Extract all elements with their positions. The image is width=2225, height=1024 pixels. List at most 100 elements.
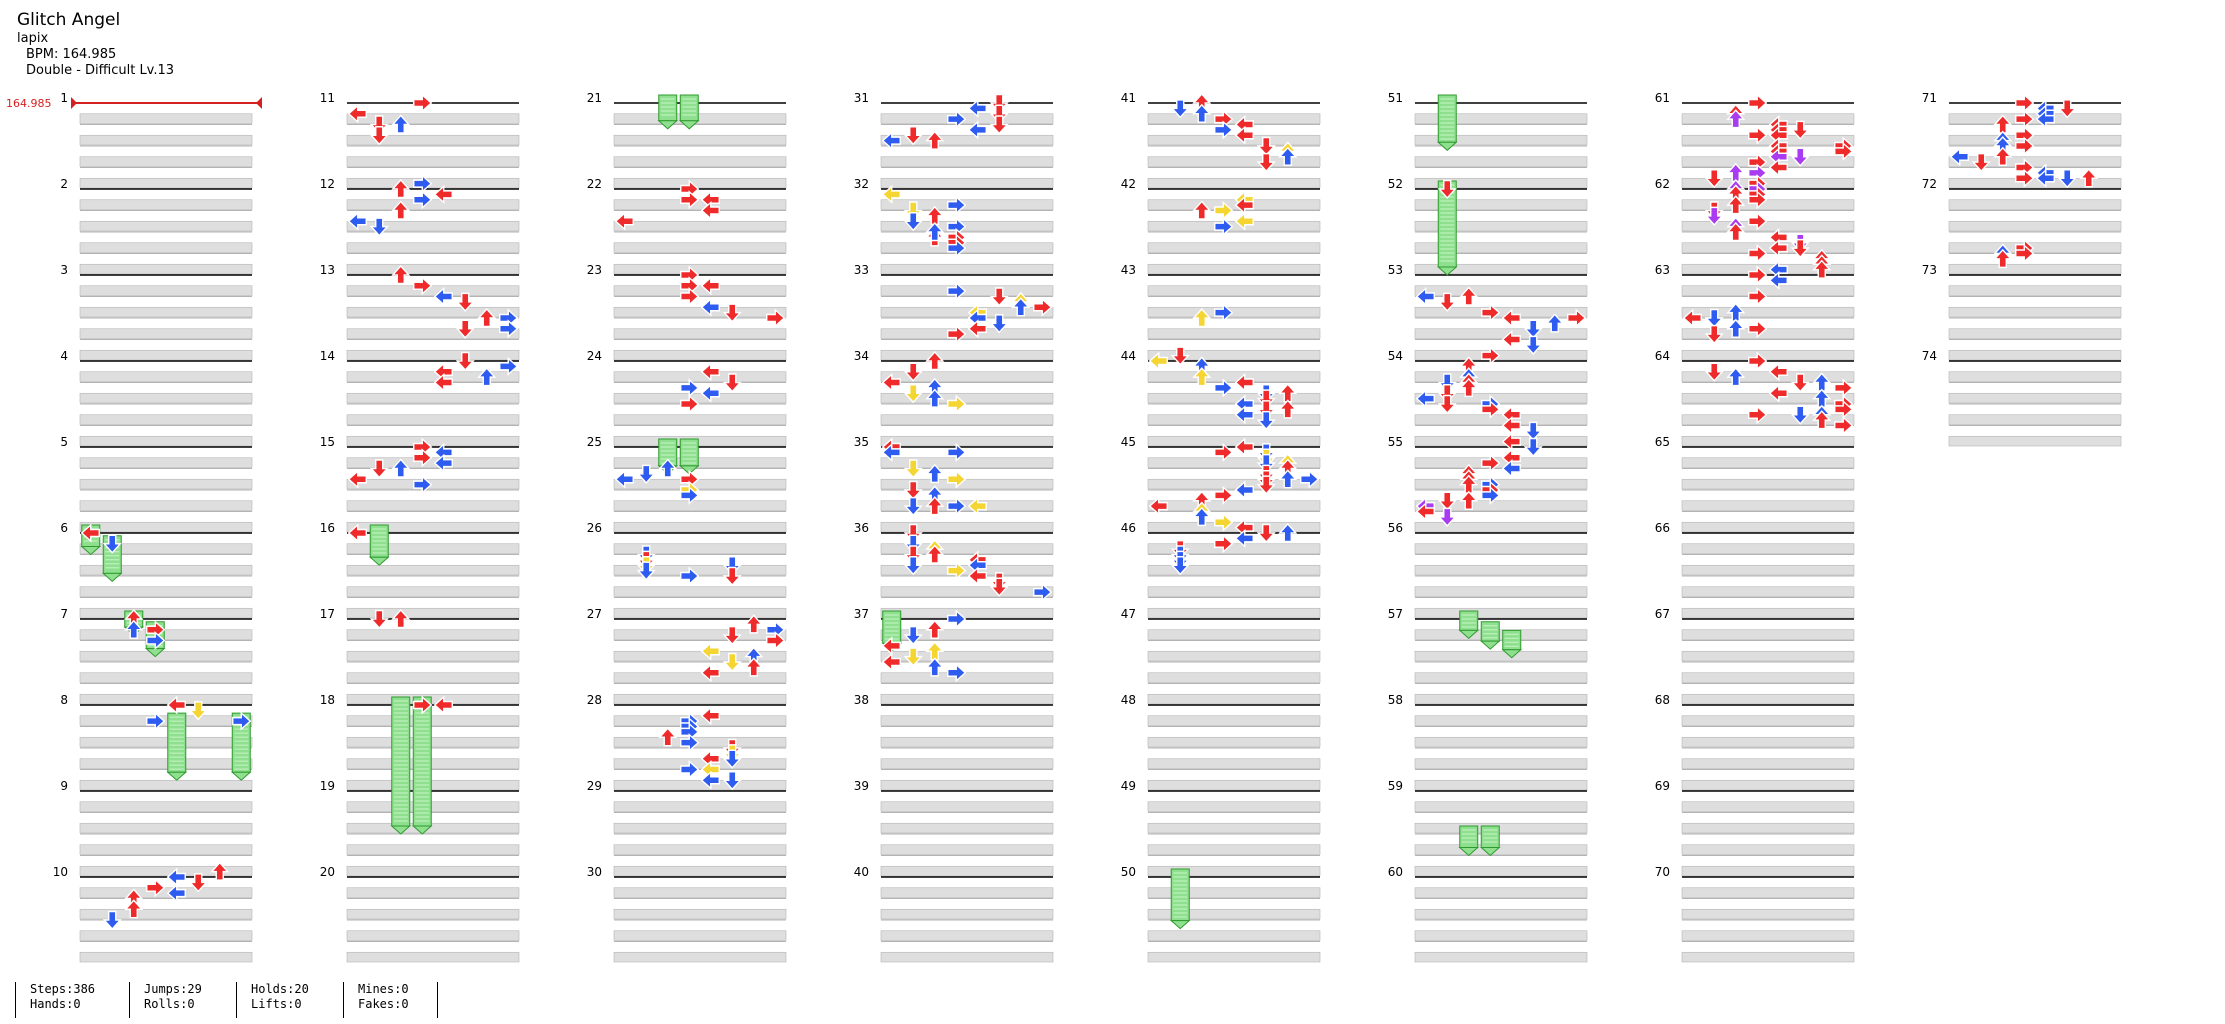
- hold-note-icon: [1436, 94, 1458, 151]
- arrow-down-icon: [369, 115, 389, 135]
- arrow-left-icon: [166, 695, 186, 715]
- arrow-down-icon: [636, 561, 656, 581]
- chart-difficulty: Double - Difficult Lv.13: [26, 63, 175, 78]
- beat-band: [1948, 392, 2122, 404]
- beat-band: [79, 199, 253, 210]
- beat-band: [613, 500, 787, 511]
- beat-band: [613, 822, 787, 834]
- beat-band: [880, 414, 1054, 425]
- arrow-down-icon: [1170, 556, 1190, 576]
- beat-band: [613, 951, 787, 963]
- beat-band: [346, 844, 520, 855]
- arrow-right-icon: [1834, 141, 1854, 161]
- arrow-down-icon: [722, 652, 742, 673]
- arrow-left-icon: [1148, 496, 1168, 516]
- arrow-right-icon: [1748, 125, 1768, 145]
- beat-band: [880, 371, 1054, 382]
- arrow-left-icon: [614, 469, 634, 489]
- arrow-up-icon: [391, 458, 411, 478]
- arrow-up-icon: [2079, 168, 2099, 188]
- beat-band: [346, 177, 520, 189]
- beat-band: [1147, 650, 1321, 662]
- arrow-up-icon: [1278, 522, 1298, 543]
- arrow-down-icon: [1256, 475, 1276, 495]
- stat-holds: Holds:20: [251, 982, 309, 996]
- arrow-down-icon: [903, 496, 923, 517]
- measure-number: 39: [854, 779, 869, 793]
- beat-band: [1147, 607, 1321, 619]
- beat-band: [1414, 629, 1588, 640]
- arrow-left-icon: [433, 286, 453, 307]
- beat-band: [613, 801, 787, 812]
- measure-number: 32: [854, 177, 869, 191]
- beat-band: [1147, 500, 1321, 511]
- arrow-up-icon: [1993, 248, 2013, 269]
- beat-band: [1414, 887, 1588, 898]
- arrow-right-icon: [1748, 243, 1768, 264]
- arrow-left-icon: [881, 131, 901, 151]
- measure-number: 27: [587, 607, 602, 621]
- arrow-right-icon: [499, 356, 519, 376]
- measure-number: 13: [320, 263, 335, 277]
- beat-band: [79, 887, 253, 898]
- arrow-down-icon: [989, 287, 1009, 307]
- measure-number: 19: [320, 779, 335, 793]
- arrow-right-icon: [680, 733, 700, 753]
- arrow-up-icon: [1726, 109, 1746, 129]
- beat-band: [1147, 242, 1321, 253]
- arrow-up-icon: [1459, 377, 1479, 398]
- arrow-right-icon: [680, 394, 700, 414]
- arrow-up-icon: [925, 388, 945, 408]
- beat-band: [1681, 607, 1855, 619]
- arrow-down-icon: [989, 314, 1009, 334]
- arrow-up-icon: [210, 861, 230, 881]
- beat-band: [880, 521, 1054, 533]
- arrow-down-icon: [1437, 292, 1457, 312]
- arrow-left-icon: [1768, 383, 1788, 403]
- arrow-down-icon: [903, 534, 923, 554]
- beat-band: [79, 220, 253, 232]
- beat-band: [1414, 156, 1588, 167]
- beat-band: [1147, 134, 1321, 146]
- beat-band: [79, 242, 253, 253]
- hold-note-icon: [368, 524, 390, 566]
- stat-mines: Mines:0: [358, 982, 409, 996]
- beat-band: [1147, 371, 1321, 382]
- arrow-down-icon: [369, 217, 389, 237]
- beat-band: [346, 328, 520, 339]
- beat-band: [1147, 414, 1321, 425]
- bpm-marker-left-icon: [71, 97, 77, 109]
- beat-band: [1147, 328, 1321, 339]
- arrow-right-icon: [766, 308, 786, 328]
- beat-band: [1414, 328, 1588, 339]
- beat-band: [1948, 435, 2122, 447]
- arrow-left-icon: [700, 276, 720, 296]
- stat-hands: Hands:0: [30, 997, 81, 1011]
- beat-band: [1147, 887, 1321, 898]
- arrow-left-icon: [347, 523, 367, 543]
- arrow-left-icon: [1234, 437, 1254, 457]
- beat-band: [613, 199, 787, 210]
- beat-band: [613, 930, 787, 941]
- beat-band: [1147, 478, 1321, 490]
- beat-band: [1147, 758, 1321, 769]
- beat-band: [1147, 930, 1321, 941]
- beat-band: [79, 930, 253, 941]
- arrow-left-icon: [433, 453, 453, 473]
- arrow-right-icon: [766, 630, 786, 651]
- hold-note-icon: [1479, 825, 1501, 857]
- arrow-left-icon: [967, 496, 987, 516]
- arrow-left-icon: [433, 184, 453, 204]
- beat-band: [79, 156, 253, 167]
- beat-band: [1414, 113, 1588, 124]
- arrow-right-icon: [947, 394, 967, 414]
- beat-band: [1414, 586, 1588, 597]
- beat-band: [346, 865, 520, 877]
- arrow-down-icon: [1256, 400, 1276, 420]
- beat-band: [1681, 650, 1855, 662]
- arrow-up-icon: [658, 727, 678, 747]
- arrow-up-icon: [1192, 307, 1212, 328]
- measure-number: 31: [854, 91, 869, 105]
- stat-jumps: Jumps:29: [144, 982, 202, 996]
- arrow-down-icon: [1790, 120, 1810, 140]
